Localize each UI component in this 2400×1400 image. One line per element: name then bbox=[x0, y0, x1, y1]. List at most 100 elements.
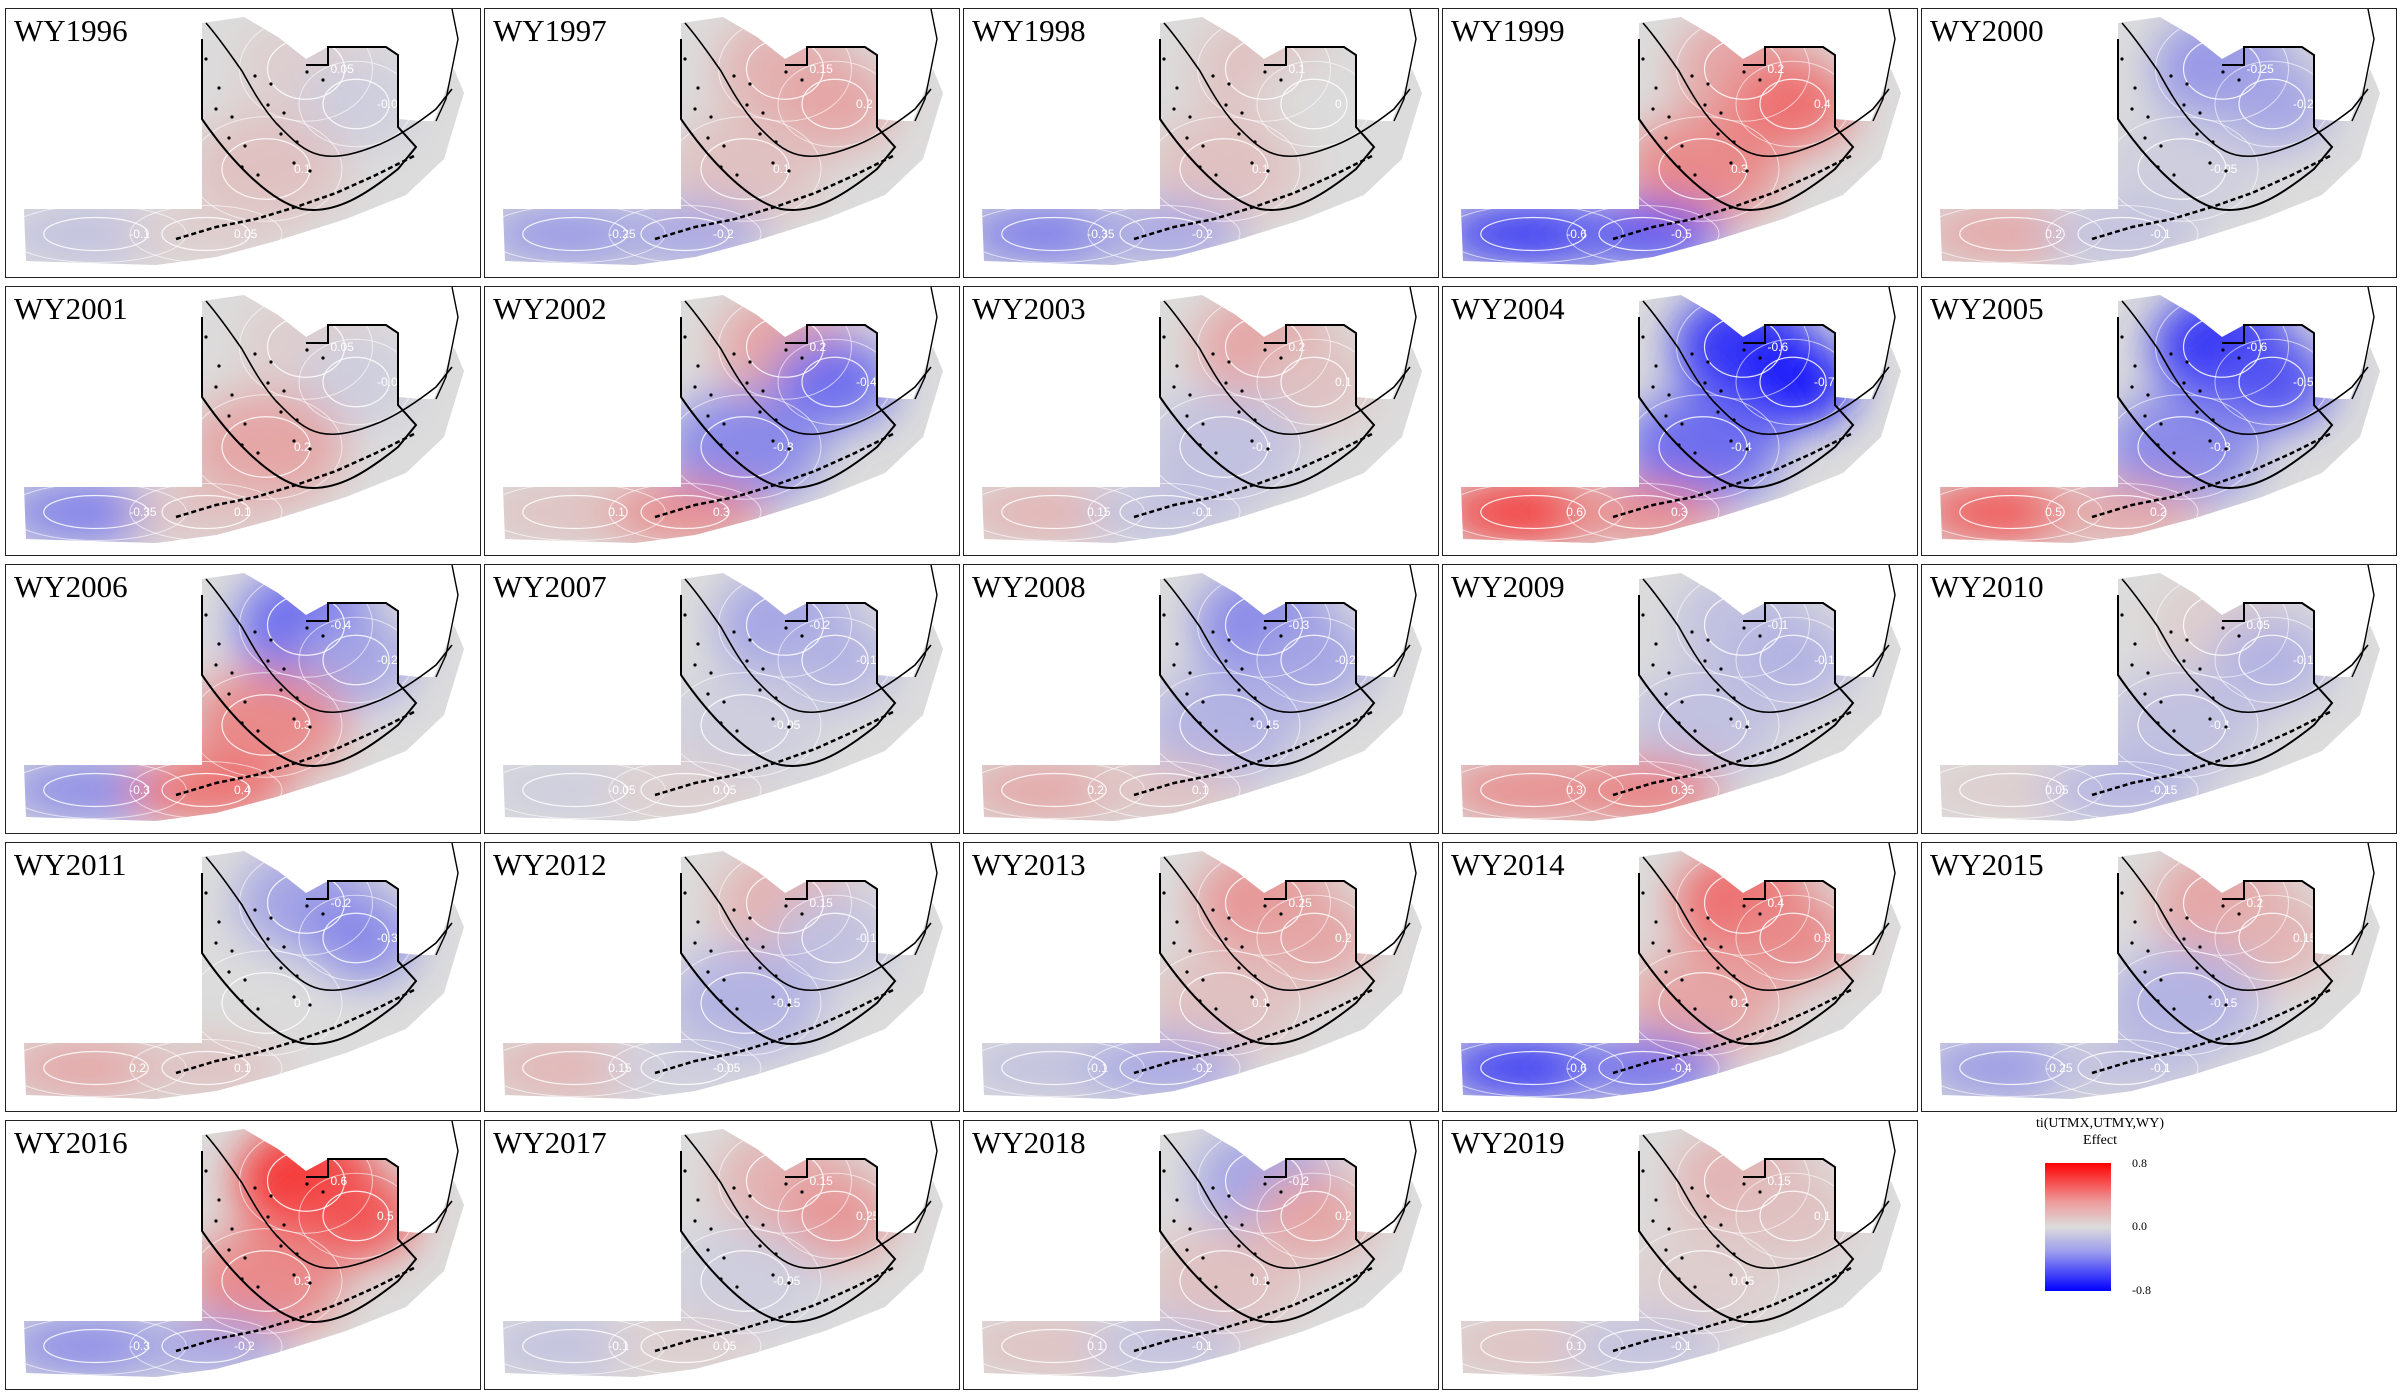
contour-line bbox=[1959, 216, 2065, 252]
contour-line bbox=[2155, 851, 2289, 956]
island-marker bbox=[1677, 443, 1681, 447]
contour-label: -0.3 bbox=[129, 1339, 150, 1353]
effect-zone bbox=[186, 1226, 346, 1336]
island-marker bbox=[745, 659, 749, 663]
contour-line bbox=[1658, 694, 1748, 756]
contour-line bbox=[700, 1250, 790, 1312]
island-marker bbox=[732, 74, 736, 78]
island-marker bbox=[2120, 57, 2124, 61]
island-marker bbox=[2159, 978, 2163, 982]
florida-keys bbox=[654, 153, 896, 241]
coastline bbox=[1163, 22, 1411, 158]
effect-map: 0.05 -0.05 0.2 -0.35 0.1 bbox=[24, 287, 464, 543]
island-marker bbox=[295, 418, 299, 422]
contour-label: -0.2 bbox=[331, 896, 352, 910]
island-marker bbox=[1654, 86, 1658, 90]
effect-map: 0.15 -0.1 -0.15 0.15 -0.05 bbox=[503, 843, 943, 1099]
contour-line bbox=[239, 573, 373, 678]
island-marker bbox=[321, 912, 325, 916]
florida-keys bbox=[1612, 153, 1854, 241]
contour-line bbox=[1676, 851, 1810, 956]
contour-label: 0.2 bbox=[856, 97, 873, 111]
island-marker bbox=[2133, 364, 2137, 368]
contour-label: -0.3 bbox=[377, 931, 398, 945]
coastline bbox=[2121, 578, 2369, 714]
island-marker bbox=[1185, 970, 1189, 974]
contour-label: 0.15 bbox=[1768, 1174, 1792, 1188]
contour-label: -0.6 bbox=[1566, 227, 1587, 241]
effect-zone bbox=[1563, 482, 1723, 542]
island-marker bbox=[1198, 999, 1202, 1003]
panel-title: WY2015 bbox=[1930, 847, 2044, 882]
island-marker bbox=[256, 1007, 260, 1011]
island-marker bbox=[683, 57, 687, 61]
contour-label: 0.15 bbox=[2293, 931, 2317, 945]
island-marker bbox=[1279, 356, 1283, 360]
contour-line bbox=[1598, 1050, 1688, 1086]
island-marker bbox=[240, 999, 244, 1003]
contour-label: -0.2 bbox=[1192, 1061, 1213, 1075]
island-marker bbox=[204, 335, 208, 339]
contour-label: 0.2 bbox=[1768, 62, 1785, 76]
contour-line bbox=[1480, 1328, 1586, 1364]
coastline bbox=[1163, 856, 1411, 992]
island-marker bbox=[1758, 1190, 1762, 1194]
park-boundary bbox=[201, 1151, 418, 1323]
island-marker bbox=[2198, 111, 2202, 115]
contour-label: -0.25 bbox=[608, 227, 636, 241]
island-marker bbox=[722, 422, 726, 426]
island-marker bbox=[1266, 725, 1270, 729]
contour-label: 0.2 bbox=[1087, 783, 1104, 797]
island-marker bbox=[1266, 169, 1270, 173]
island-marker bbox=[243, 144, 247, 148]
island-marker bbox=[1227, 360, 1231, 364]
contour-line bbox=[221, 1250, 311, 1312]
coastline bbox=[205, 578, 453, 714]
contour-line bbox=[43, 494, 149, 530]
panel-title: WY2019 bbox=[1451, 1125, 1565, 1160]
east-coastline bbox=[435, 287, 459, 400]
effect-zone bbox=[126, 760, 286, 820]
island-marker bbox=[1664, 970, 1668, 974]
contour-line bbox=[322, 78, 390, 130]
contour-label: -0.2 bbox=[713, 227, 734, 241]
map-panel-wy2010: 0.05 -0.15 -0.1 0.05 -0.15 WY2010 bbox=[1921, 564, 2397, 834]
island-marker bbox=[266, 1215, 270, 1219]
panel-title: WY2018 bbox=[972, 1125, 1086, 1160]
coastline bbox=[2121, 300, 2369, 436]
island-marker bbox=[1745, 447, 1749, 451]
effect-zone bbox=[1144, 114, 1304, 224]
island-marker bbox=[321, 1190, 325, 1194]
contour-label: -0.3 bbox=[1289, 618, 1310, 632]
island-marker bbox=[2224, 169, 2228, 173]
island-marker bbox=[2211, 974, 2215, 978]
contour-line bbox=[718, 573, 852, 678]
contour-label: -0.05 bbox=[608, 783, 636, 797]
map-panel-wy2011: -0.2 -0.3 0 0.2 0.1 WY2011 bbox=[5, 842, 481, 1112]
contour-label: -0.25 bbox=[2247, 62, 2275, 76]
contour-line bbox=[1759, 912, 1827, 964]
island-marker bbox=[2208, 995, 2212, 999]
contour-label: 0.3 bbox=[1566, 783, 1583, 797]
island-marker bbox=[282, 667, 286, 671]
coastline bbox=[684, 578, 932, 714]
contour-line bbox=[1280, 78, 1348, 130]
island-marker bbox=[292, 161, 296, 165]
island-marker bbox=[2169, 908, 2173, 912]
island-marker bbox=[2120, 891, 2124, 895]
island-marker bbox=[217, 364, 221, 368]
legend-title-line-2: Effect bbox=[2083, 1133, 2117, 1148]
contour-line bbox=[700, 138, 790, 200]
island-marker bbox=[732, 908, 736, 912]
contour-label: 0.1 bbox=[234, 505, 251, 519]
effect-zone bbox=[126, 1316, 286, 1376]
island-marker bbox=[269, 82, 273, 86]
east-coastline bbox=[1393, 1121, 1417, 1234]
map-panel-wy2009: -0.1 -0.15 -0.1 0.3 0.35 WY2009 bbox=[1442, 564, 1918, 834]
island-marker bbox=[1732, 418, 1736, 422]
island-marker bbox=[732, 630, 736, 634]
island-marker bbox=[1227, 916, 1231, 920]
contour-line bbox=[718, 295, 852, 400]
island-marker bbox=[696, 1198, 700, 1202]
contour-label: 0.05 bbox=[331, 340, 355, 354]
